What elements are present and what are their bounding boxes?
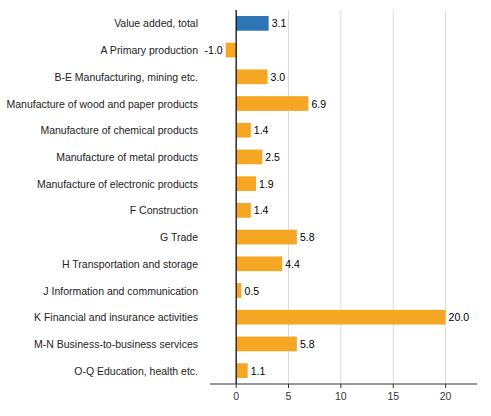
data-label: 0.5 [244, 285, 259, 297]
bar [236, 337, 297, 352]
tick-label: 20 [440, 390, 452, 402]
grid-line [445, 10, 446, 384]
bar [236, 176, 256, 191]
bar [236, 150, 262, 165]
category-label: Manufacture of wood and paper products [7, 98, 198, 110]
tick [445, 384, 446, 388]
bar [236, 310, 445, 325]
data-label: 5.8 [300, 231, 315, 243]
data-label: -1.0 [205, 44, 223, 56]
category-label: Value added, total [114, 17, 198, 29]
category-label: O-Q Education, health etc. [74, 365, 198, 377]
data-label: 1.4 [254, 124, 269, 136]
tick [288, 384, 289, 388]
bar [236, 123, 251, 138]
category-label: G Trade [160, 231, 198, 243]
x-axis-line [210, 384, 477, 385]
data-label: 20.0 [449, 311, 470, 323]
data-label: 6.9 [311, 98, 326, 110]
tick [393, 384, 394, 388]
bar [226, 43, 236, 58]
category-label: A Primary production [101, 44, 199, 56]
data-label: 3.0 [271, 71, 286, 83]
bar [236, 203, 251, 218]
category-label: Manufacture of electronic products [37, 178, 198, 190]
data-label: 1.9 [259, 178, 274, 190]
tick-label: 15 [387, 390, 399, 402]
category-label: M-N Business-to-business services [34, 338, 198, 350]
tick [340, 384, 341, 388]
bar [236, 363, 248, 378]
grid-line [288, 10, 289, 384]
grid [236, 10, 445, 384]
bar [236, 16, 268, 31]
data-label: 1.1 [251, 365, 266, 377]
category-label: Manufacture of chemical products [40, 124, 198, 136]
grid-line [393, 10, 394, 384]
category-label: Manufacture of metal products [56, 151, 198, 163]
tick-label: 5 [286, 390, 292, 402]
data-label: 4.4 [285, 258, 300, 270]
bar [236, 69, 267, 84]
chart: 0 5 10 15 20 O-Q Education, health etc. M-N Bu… [0, 0, 491, 416]
tick-label: 0 [233, 390, 239, 402]
bar [236, 283, 241, 298]
grid-line [340, 10, 341, 384]
data-label: 3.1 [272, 17, 287, 29]
tick [236, 384, 237, 388]
data-label: 2.5 [265, 151, 280, 163]
category-label: F Construction [130, 204, 198, 216]
bar [236, 96, 308, 111]
category-label: K Financial and insurance activities [34, 311, 198, 323]
bar [236, 256, 282, 271]
category-label: J Information and communication [43, 285, 198, 297]
bar [236, 230, 297, 245]
bars [226, 16, 446, 378]
zero-line [236, 10, 237, 384]
category-label: B-E Manufacturing, mining etc. [54, 71, 198, 83]
data-label: 5.8 [300, 338, 315, 350]
data-label: 1.4 [254, 204, 269, 216]
tick-label: 10 [335, 390, 347, 402]
category-label: H Transportation and storage [62, 258, 198, 270]
grid-line [236, 10, 237, 384]
